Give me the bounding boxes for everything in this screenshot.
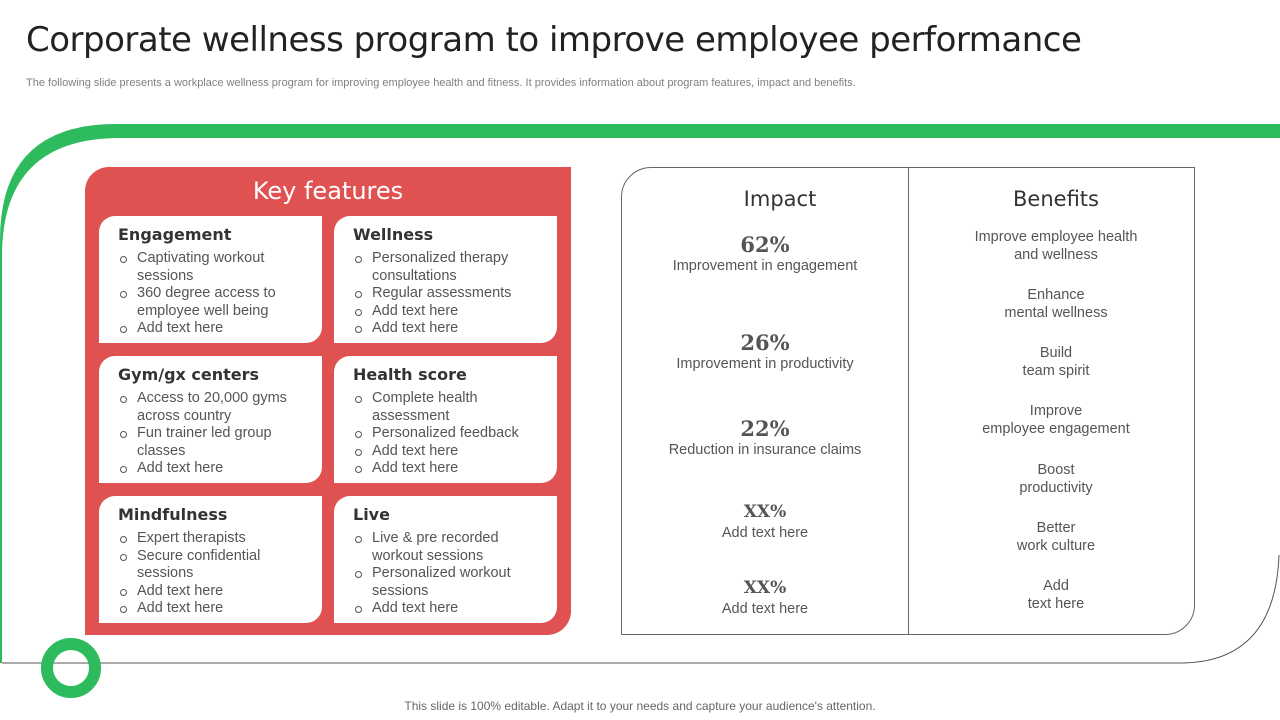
feature-list-item: Personalized therapy consultations (353, 250, 545, 285)
impact-item: XX% Add text here (622, 576, 908, 618)
feature-list-item: Captivating workout sessions (118, 250, 310, 285)
benefit-line: mental wellness (1004, 305, 1108, 321)
page-subtitle: The following slide presents a workplace… (26, 77, 856, 89)
impact-value: XX% (743, 578, 787, 598)
benefit-line: text here (1027, 596, 1085, 612)
benefit-line: team spirit (1022, 363, 1090, 379)
benefit-line: employee engagement (982, 421, 1130, 437)
ring-icon (41, 638, 101, 698)
benefit-line: and wellness (1014, 247, 1098, 263)
benefit-item: Add text here (909, 577, 1203, 613)
feature-list-item: Complete health assessment (353, 390, 545, 425)
feature-card: Engagement Captivating workout sessions 36… (99, 216, 322, 343)
impact-value: 26% (740, 330, 790, 355)
benefit-line: Improve (1029, 403, 1083, 419)
footer-note: This slide is 100% editable. Adapt it to… (404, 699, 876, 713)
feature-card: Live Live & pre recorded workout sessions… (334, 496, 557, 623)
feature-list-item: Secure confidential sessions (118, 548, 310, 583)
benefit-item: Enhance mental wellness (909, 286, 1203, 322)
benefit-line: Boost (1037, 462, 1075, 478)
benefit-item: Improve employee engagement (909, 402, 1203, 438)
feature-list-item: Personalized workout sessions (353, 565, 545, 600)
benefit-line: Add (1043, 578, 1069, 594)
feature-card-title: Gym/gx centers (118, 365, 260, 384)
impact-label: Reduction in insurance claims (668, 442, 862, 458)
feature-card: Wellness Personalized therapy consultatio… (334, 216, 557, 343)
feature-card: Gym/gx centers Access to 20,000 gyms acro… (99, 356, 322, 483)
feature-card: Health score Complete health assessment Pe… (334, 356, 557, 483)
feature-card: Mindfulness Expert therapists Secure confi… (99, 496, 322, 623)
benefit-line: Improve employee health (974, 229, 1138, 245)
impact-item: 62% Improvement in engagement (622, 233, 908, 275)
feature-list-item: Expert therapists (118, 530, 310, 548)
benefit-line: productivity (1019, 480, 1093, 496)
feature-list-item: Add text here (353, 460, 545, 478)
feature-list-item: Add text here (118, 600, 310, 618)
impact-label: Add text here (721, 525, 809, 541)
feature-list-item: Add text here (118, 320, 310, 338)
benefits-heading: Benefits (1013, 187, 1099, 211)
benefit-line: work culture (1016, 538, 1096, 554)
impact-item: XX% Add text here (622, 500, 908, 542)
feature-list-item: Personalized feedback (353, 425, 545, 443)
feature-list: Expert therapists Secure confidential ses… (118, 530, 310, 618)
feature-list-item: 360 degree access to employee well being (118, 285, 310, 320)
feature-list-item: Add text here (118, 460, 310, 478)
feature-list-item: Add text here (118, 583, 310, 601)
page-title: Corporate wellness program to improve em… (26, 20, 1082, 60)
key-features-heading: Key features (252, 177, 404, 205)
impact-label: Improvement in engagement (672, 258, 858, 274)
impact-value: 22% (740, 416, 790, 441)
impact-value: XX% (743, 502, 787, 522)
benefit-item: Build team spirit (909, 344, 1203, 380)
feature-card-title: Engagement (118, 225, 232, 244)
impact-label: Add text here (721, 601, 809, 617)
benefit-line: Better (1036, 520, 1076, 536)
feature-list: Complete health assessment Personalized f… (353, 390, 545, 478)
feature-list-item: Add text here (353, 303, 545, 321)
column-divider (908, 167, 909, 635)
feature-list-item: Add text here (353, 600, 545, 618)
impact-label: Improvement in productivity (676, 356, 854, 372)
impact-item: 26% Improvement in productivity (622, 331, 908, 373)
feature-list-item: Add text here (353, 320, 545, 338)
feature-list-item: Regular assessments (353, 285, 545, 303)
impact-value: 62% (740, 232, 790, 257)
benefit-item: Improve employee health and wellness (909, 228, 1203, 264)
benefit-line: Build (1039, 345, 1073, 361)
benefit-item: Boost productivity (909, 461, 1203, 497)
feature-list-item: Fun trainer led group classes (118, 425, 310, 460)
feature-card-title: Mindfulness (118, 505, 228, 524)
feature-list: Personalized therapy consultations Regula… (353, 250, 545, 338)
impact-heading: Impact (743, 187, 817, 211)
feature-list: Live & pre recorded workout sessions Pers… (353, 530, 545, 618)
feature-card-title: Health score (353, 365, 467, 384)
feature-card-title: Live (353, 505, 390, 524)
feature-card-title: Wellness (353, 225, 434, 244)
benefit-item: Better work culture (909, 519, 1203, 555)
feature-list-item: Access to 20,000 gyms across country (118, 390, 310, 425)
benefit-line: Enhance (1027, 287, 1085, 303)
feature-list-item: Add text here (353, 443, 545, 461)
feature-list-item: Live & pre recorded workout sessions (353, 530, 545, 565)
feature-list: Captivating workout sessions 360 degree a… (118, 250, 310, 338)
feature-list: Access to 20,000 gyms across country Fun … (118, 390, 310, 478)
impact-item: 22% Reduction in insurance claims (622, 417, 908, 459)
